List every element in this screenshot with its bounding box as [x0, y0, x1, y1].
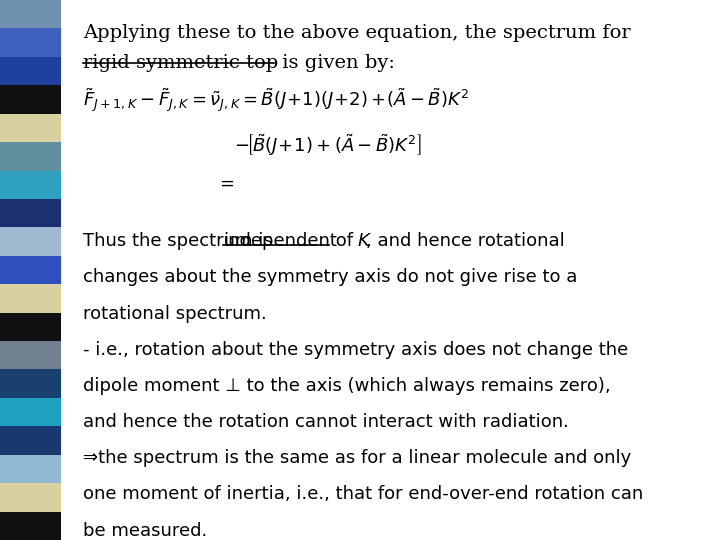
Text: independent: independent	[223, 232, 337, 250]
Bar	[0, 227, 61, 256]
Text: K: K	[357, 232, 369, 250]
Text: one moment of inertia, i.e., that for end-over-end rotation can: one moment of inertia, i.e., that for en…	[83, 485, 643, 503]
Text: - i.e., rotation about the symmetry axis does not change the: - i.e., rotation about the symmetry axis…	[83, 341, 628, 359]
Bar	[0, 114, 61, 142]
Bar	[0, 341, 61, 369]
Text: $-\!\left[\tilde{B}(J\!+\!1)+\left(\tilde{A}-\tilde{B}\right)K^2\right]$: $-\!\left[\tilde{B}(J\!+\!1)+\left(\tild…	[234, 132, 422, 158]
Text: of: of	[330, 232, 359, 250]
Text: , and hence rotational: , and hence rotational	[366, 232, 565, 250]
Bar	[0, 142, 61, 171]
Text: dipole moment ⊥ to the axis (which always remains zero),: dipole moment ⊥ to the axis (which alway…	[83, 377, 611, 395]
Bar	[0, 284, 61, 313]
Bar	[0, 455, 61, 483]
Bar	[0, 483, 61, 511]
Text: rigid symmetric top: rigid symmetric top	[83, 54, 278, 72]
Bar	[0, 256, 61, 284]
Text: $\tilde{F}_{J+1,K} - \tilde{F}_{J,K} = \tilde{\nu}_{J,K} = \tilde{B}(J\!+\!1)(J\: $\tilde{F}_{J+1,K} - \tilde{F}_{J,K} = \…	[83, 86, 469, 114]
Text: is given by:: is given by:	[276, 54, 395, 72]
Bar	[0, 426, 61, 455]
Bar	[0, 369, 61, 398]
Text: and hence the rotation cannot interact with radiation.: and hence the rotation cannot interact w…	[83, 413, 569, 431]
Text: Thus the spectrum is: Thus the spectrum is	[83, 232, 279, 250]
Text: be measured.: be measured.	[83, 522, 207, 539]
Bar	[0, 29, 61, 57]
Bar	[0, 313, 61, 341]
Text: ⇒the spectrum is the same as for a linear molecule and only: ⇒the spectrum is the same as for a linea…	[83, 449, 631, 467]
Bar	[0, 85, 61, 114]
Bar	[0, 57, 61, 85]
Bar	[0, 199, 61, 227]
Text: Applying these to the above equation, the spectrum for: Applying these to the above equation, th…	[83, 24, 631, 42]
Bar	[0, 0, 61, 29]
Bar	[0, 171, 61, 199]
Bar	[0, 511, 61, 540]
Text: rotational spectrum.: rotational spectrum.	[83, 305, 266, 322]
Text: $=$: $=$	[216, 174, 235, 192]
Bar	[0, 398, 61, 426]
Text: changes about the symmetry axis do not give rise to a: changes about the symmetry axis do not g…	[83, 268, 577, 286]
